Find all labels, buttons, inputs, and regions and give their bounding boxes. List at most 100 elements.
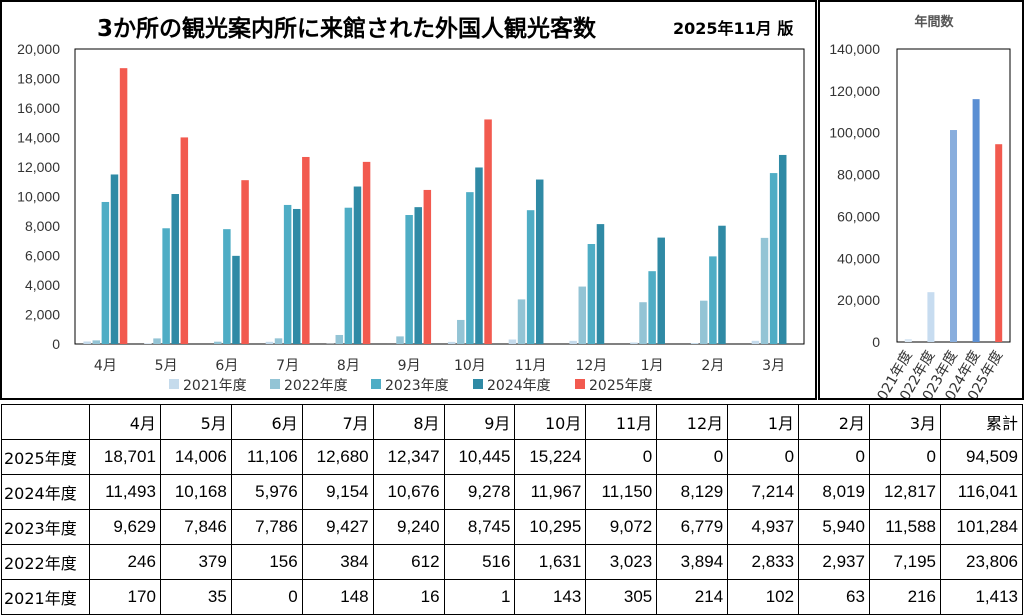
table-cell: 9,427 [301,509,374,545]
table-cell: 246 [89,544,161,580]
table-cell: 14,006 [159,439,232,475]
y-tick-label: 2,000 [25,307,60,323]
bar-2025年度-9月 [423,189,432,344]
legend-label: 2022年度 [284,378,348,394]
table-cell: 5,976 [230,474,303,510]
table-row: 2021年度 170 35 0 148 16 1 143 305 214 102 63 216 1,413 [1,579,1023,615]
table-cell: 379 [159,544,232,580]
table-cell: 12,347 [372,439,445,475]
table-cell: 23,806 [940,544,1023,580]
table-column-header: 12月 [656,404,729,440]
legend-label: 2024年度 [487,378,551,394]
bar-2024年度-11月 [535,179,544,344]
annual-y-tick-label: 0 [872,334,880,350]
table-cell: 0 [656,439,729,475]
x-tick-label: 6月 [215,358,238,374]
bar-2024年度-3月 [778,154,787,344]
legend-label: 2025年度 [589,378,653,394]
bar-2021年度-2月 [690,343,699,344]
table-cell: 11,588 [868,509,942,545]
table-cell: 3,894 [656,544,729,580]
annual-bar-2022年度 [927,292,935,342]
table-cell: 3,023 [585,544,658,580]
bar-2025年度-10月 [484,119,492,344]
legend-swatch-2022年度 [270,379,280,389]
table-cell: 8,745 [443,509,516,545]
bar-2024年度-7月 [292,208,301,344]
bar-2021年度-10月 [447,341,456,344]
y-tick-label: 6,000 [25,248,60,264]
plot-area-frame [74,48,805,345]
table-cell: 143 [514,579,587,615]
bar-2025年度-8月 [362,161,371,344]
annual-chart-panel: 年間数 0 20,000 40,000 60,000 80,000 100,000 120,0… [818,0,1024,400]
table-column-header: 5月 [159,404,232,440]
bar-2021年度-4月 [83,341,91,344]
bar-2024年度-6月 [232,255,240,344]
table-cell: 9,240 [372,509,445,545]
annual-y-tick-label: 140,000 [829,41,880,57]
bar-2024年度-8月 [353,186,362,344]
table-cell: 63 [798,579,870,615]
table-column-header: 8月 [372,404,445,440]
bar-2023年度-3月 [769,173,778,344]
table-column-header: 9月 [443,404,516,440]
table-cell: 9,629 [89,509,161,545]
bar-2022年度-9月 [396,336,404,344]
table-cell: 10,676 [372,474,445,510]
monthly-bar-chart: 3か所の観光案内所に来館された外国人観光客数 2025年11月 版 0 2,000 4,… [17,15,805,394]
table-row: 2024年度 11,493 10,168 5,976 9,154 10,676 9,278 1… [1,474,1023,510]
annual-y-tick-label: 100,000 [829,125,880,141]
x-tick-label: 5月 [155,358,178,374]
bar-2025年度-6月 [241,180,249,344]
y-tick-label: 20,000 [17,41,60,57]
bar-2021年度-1月 [630,342,638,344]
table-cell: 2,833 [727,544,800,580]
table-cell: 102 [727,579,800,615]
bar-2022年度-3月 [760,237,769,344]
table-row: 2025年度 18,701 14,006 11,106 12,680 12,347 10,4… [1,439,1023,475]
bar-2025年度-4月 [119,68,128,344]
table-cell: 6,779 [656,509,729,545]
x-tick-label: 2月 [701,358,724,374]
x-tick-label: 4月 [94,358,117,374]
table-cell: 94,509 [940,439,1023,475]
table-cell: 15,224 [514,439,587,475]
bar-2025年度-7月 [302,156,310,344]
legend-label: 2021年度 [183,378,247,394]
table-cell: 1,631 [514,544,587,580]
annual-chart-title: 年間数 [914,14,954,30]
table-cell: 101,284 [940,509,1023,545]
edition-label: 2025年11月 版 [673,19,793,38]
table-column-header: 4月 [89,404,161,440]
table-row-label: 2023年度 [1,509,90,545]
table-corner-cell [1,404,90,440]
x-tick-label: 1月 [641,358,664,374]
table-cell: 9,154 [301,474,374,510]
x-tick-label: 12月 [575,358,607,374]
bar-2023年度-4月 [101,201,110,344]
bar-2022年度-7月 [274,338,283,344]
table-cell: 7,214 [727,474,800,510]
table-cell: 11,493 [89,474,161,510]
table-header-row: 4月 5月 6月 7月 8月 9月 10月 11月 12月 1月 2月 3月 累計 [1,404,1023,440]
bar-2022年度-5月 [153,338,161,344]
table-cell: 305 [585,579,658,615]
table-cell: 9,278 [443,474,516,510]
bar-2023年度-11月 [526,210,535,344]
table-cell: 0 [798,439,870,475]
annual-y-tick-label: 60,000 [837,208,880,224]
bar-2024年度-5月 [171,194,179,344]
chart-title: 3か所の観光案内所に来館された外国人観光客数 [97,15,597,42]
annual-bar-2023年度 [950,130,957,342]
bar-2023年度-1月 [648,271,656,344]
table-row: 2023年度 9,629 7,846 7,786 9,427 9,240 8,745 10,2… [1,509,1023,545]
bar-2022年度-12月 [578,286,587,344]
table-cell: 9,072 [585,509,658,545]
annual-bar-chart: 年間数 0 20,000 40,000 60,000 80,000 100,000 120,0… [829,14,1011,398]
table-column-header: 10月 [514,404,587,440]
table-column-header: 3月 [868,404,942,440]
x-tick-label: 8月 [337,358,360,374]
table-cell: 12,680 [301,439,374,475]
table-cell: 18,701 [89,439,161,475]
